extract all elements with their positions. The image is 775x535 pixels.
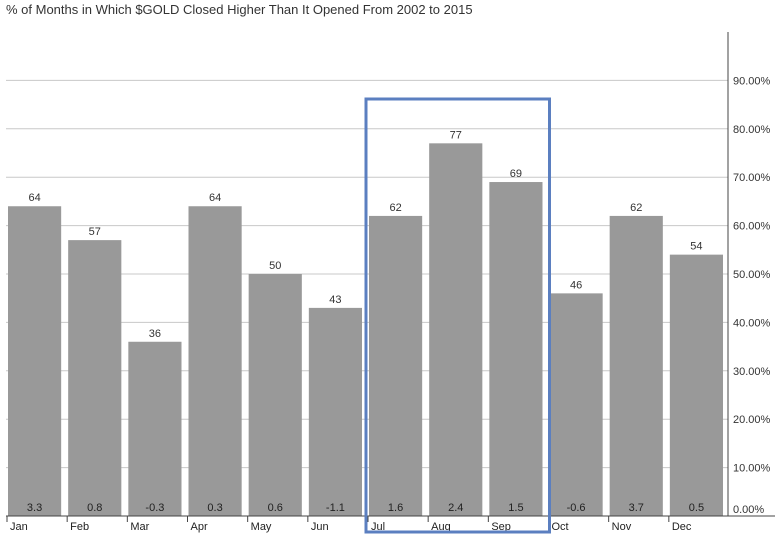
bar-may bbox=[248, 274, 302, 516]
value-label: 36 bbox=[149, 328, 161, 340]
category-label: Jul bbox=[371, 521, 385, 533]
y-tick-label: 70.00% bbox=[733, 172, 771, 184]
category-label: Nov bbox=[612, 521, 632, 533]
y-tick-label: 0.00% bbox=[733, 504, 764, 516]
bar-feb bbox=[68, 240, 122, 516]
value-label: 62 bbox=[389, 202, 401, 214]
highlight-box bbox=[364, 97, 551, 534]
value-label: 54 bbox=[690, 241, 702, 253]
y-tick-label: 40.00% bbox=[733, 317, 771, 329]
category-label: Feb bbox=[70, 521, 89, 533]
value-label: 57 bbox=[89, 226, 101, 238]
axes: 0.00% 10.00% 20.00% 30.00% 40.00% 50.00% 60.00… bbox=[6, 32, 775, 533]
category-label: Dec bbox=[672, 521, 692, 533]
value-label: 46 bbox=[570, 279, 582, 291]
data-labels: 64 3.3 57 0.8 36 -0.3 64 0.3 50 0.6 43 -1.1 62 1.6 77 2… bbox=[27, 129, 704, 514]
bottom-value-label: 0.3 bbox=[207, 502, 222, 514]
bars bbox=[8, 143, 723, 517]
category-label: Sep bbox=[491, 521, 511, 533]
category-label: Apr bbox=[191, 521, 208, 533]
value-label: 77 bbox=[450, 129, 462, 141]
value-label: 64 bbox=[209, 192, 221, 204]
y-tick-label: 90.00% bbox=[733, 75, 771, 87]
y-tick-label: 50.00% bbox=[733, 269, 771, 281]
category-label: Aug bbox=[431, 521, 451, 533]
highlight-rectangle bbox=[364, 97, 551, 534]
bar-mar bbox=[128, 341, 182, 516]
bottom-value-label: -1.1 bbox=[326, 502, 345, 514]
value-label: 62 bbox=[630, 202, 642, 214]
bar-nov bbox=[609, 215, 663, 517]
y-tick-label: 30.00% bbox=[733, 366, 771, 378]
bottom-value-label: 2.4 bbox=[448, 502, 463, 514]
value-label: 64 bbox=[28, 192, 40, 204]
bottom-value-label: 0.5 bbox=[689, 502, 704, 514]
y-tick-label: 60.00% bbox=[733, 221, 771, 233]
value-label: 69 bbox=[510, 168, 522, 180]
chart-title: % of Months in Which $GOLD Closed Higher… bbox=[6, 2, 473, 17]
category-label: May bbox=[251, 521, 272, 533]
bar-apr bbox=[188, 206, 242, 517]
value-label: 43 bbox=[329, 294, 341, 306]
category-label: Mar bbox=[130, 521, 149, 533]
bottom-value-label: 3.3 bbox=[27, 502, 42, 514]
value-label: 50 bbox=[269, 260, 281, 272]
bottom-value-label: 0.8 bbox=[87, 502, 102, 514]
bar-oct bbox=[549, 293, 603, 516]
bar-jul bbox=[369, 215, 423, 517]
category-label: Oct bbox=[552, 521, 569, 533]
y-tick-label: 10.00% bbox=[733, 463, 771, 475]
bottom-value-label: -0.6 bbox=[567, 502, 586, 514]
bar-aug bbox=[429, 143, 483, 516]
bar-jun bbox=[308, 307, 362, 516]
bottom-value-label: -0.3 bbox=[145, 502, 164, 514]
bottom-value-label: 1.6 bbox=[388, 502, 403, 514]
bottom-value-label: 1.5 bbox=[508, 502, 523, 514]
bottom-value-label: 0.6 bbox=[268, 502, 283, 514]
bar-sep bbox=[489, 182, 543, 517]
y-tick-label: 80.00% bbox=[733, 124, 771, 136]
category-label: Jun bbox=[311, 521, 329, 533]
bottom-value-label: 3.7 bbox=[629, 502, 644, 514]
category-label: Jan bbox=[10, 521, 28, 533]
bar-jan bbox=[8, 206, 62, 517]
y-tick-label: 20.00% bbox=[733, 414, 771, 426]
bar-dec bbox=[669, 254, 723, 516]
